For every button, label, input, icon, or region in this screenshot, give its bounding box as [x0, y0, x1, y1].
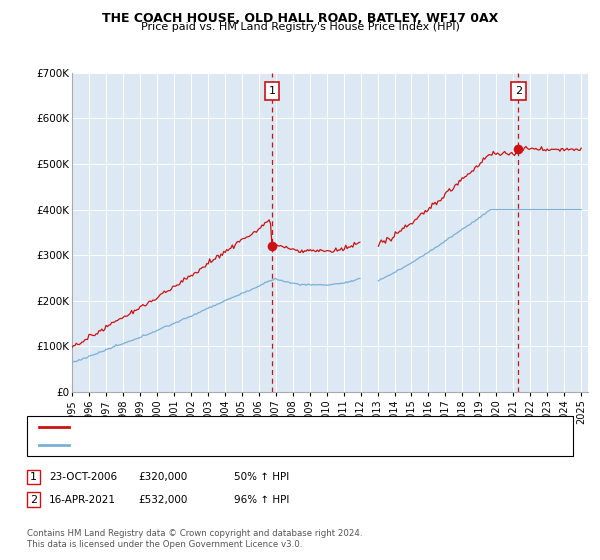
Text: 23-OCT-2006: 23-OCT-2006 [49, 472, 118, 482]
Text: Contains HM Land Registry data © Crown copyright and database right 2024.
This d: Contains HM Land Registry data © Crown c… [27, 529, 362, 549]
Text: 2: 2 [515, 86, 522, 96]
Text: 96% ↑ HPI: 96% ↑ HPI [234, 494, 289, 505]
Text: £320,000: £320,000 [138, 472, 187, 482]
Text: 16-APR-2021: 16-APR-2021 [49, 494, 116, 505]
Text: 2: 2 [30, 494, 37, 505]
Text: 1: 1 [30, 472, 37, 482]
Text: HPI: Average price, detached house, Kirklees: HPI: Average price, detached house, Kirk… [76, 440, 296, 450]
Text: £532,000: £532,000 [138, 494, 187, 505]
Text: THE COACH HOUSE, OLD HALL ROAD, BATLEY, WF17 0AX (detached house): THE COACH HOUSE, OLD HALL ROAD, BATLEY, … [76, 422, 446, 432]
Text: 1: 1 [269, 86, 276, 96]
Text: THE COACH HOUSE, OLD HALL ROAD, BATLEY, WF17 0AX: THE COACH HOUSE, OLD HALL ROAD, BATLEY, … [102, 12, 498, 25]
Text: 50% ↑ HPI: 50% ↑ HPI [234, 472, 289, 482]
Text: Price paid vs. HM Land Registry's House Price Index (HPI): Price paid vs. HM Land Registry's House … [140, 22, 460, 32]
